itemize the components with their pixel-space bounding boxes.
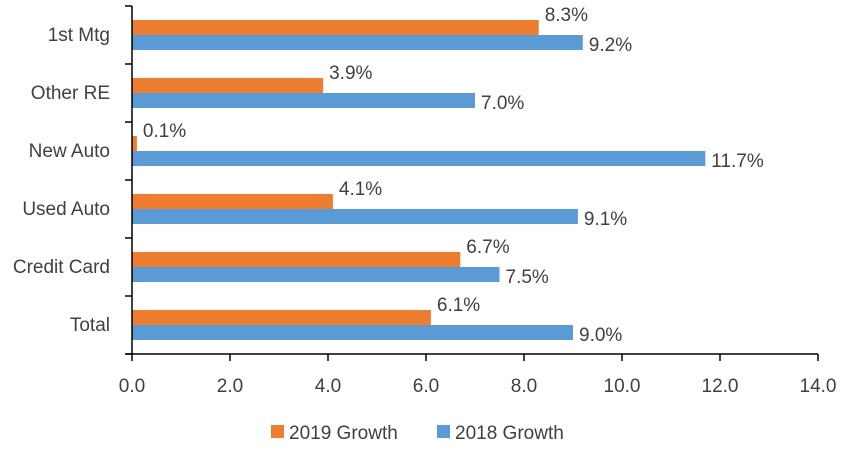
bar-2019 — [132, 310, 431, 325]
data-label: 9.2% — [589, 35, 632, 56]
bar-2018 — [132, 151, 706, 166]
x-tick-label: 6.0 — [413, 376, 439, 397]
bar-2018 — [132, 93, 475, 108]
category-label: Other RE — [31, 83, 110, 104]
category-label: New Auto — [29, 141, 110, 162]
bar-2019 — [132, 136, 137, 151]
category-label: Used Auto — [22, 199, 110, 220]
data-label: 0.1% — [143, 121, 186, 142]
data-label: 11.7% — [711, 151, 764, 172]
bar-2019 — [132, 194, 333, 209]
bar-2019 — [132, 78, 324, 93]
category-label: 1st Mtg — [48, 25, 110, 46]
data-label: 7.0% — [481, 93, 524, 114]
legend-swatch-2018 — [437, 425, 450, 438]
x-tick-label: 10.0 — [604, 376, 641, 397]
bar-2018 — [132, 35, 583, 50]
legend-label: 2018 Growth — [455, 423, 564, 444]
legend-swatch-2019 — [271, 425, 284, 438]
x-tick-label: 4.0 — [315, 376, 341, 397]
x-tick-label: 0.0 — [119, 376, 145, 397]
axes-group: 0.0 2.0 4.0 6.0 8.0 10.0 12.0 14.0 — [119, 5, 837, 397]
x-tick-label: 12.0 — [702, 376, 739, 397]
data-label: 8.3% — [545, 5, 588, 26]
bar-2018 — [132, 325, 573, 340]
data-label: 6.1% — [437, 295, 480, 316]
data-label: 4.1% — [339, 179, 382, 200]
category-label: Credit Card — [13, 257, 110, 278]
x-tick-label: 2.0 — [217, 376, 243, 397]
bar-2019 — [132, 20, 539, 35]
x-tick-label: 8.0 — [511, 376, 537, 397]
bar-2019 — [132, 252, 461, 267]
category-labels-group: 1st Mtg Other RE New Auto Used Auto Credit C… — [13, 25, 110, 336]
bars-group — [132, 20, 706, 340]
x-tick-label: 14.0 — [800, 376, 837, 397]
category-label: Total — [70, 315, 110, 336]
legend: 2019 Growth 2018 Growth — [271, 423, 564, 444]
legend-label: 2019 Growth — [289, 423, 398, 444]
data-label: 6.7% — [466, 237, 509, 258]
data-label: 9.1% — [584, 209, 627, 230]
data-labels-group: 8.3%9.2% 3.9% 7.0% 0.1% 11.7% 4.1% 9.1% 6.7% 7.5… — [143, 5, 764, 346]
bar-2018 — [132, 209, 578, 224]
data-label: 9.0% — [579, 325, 622, 346]
data-label: 3.9% — [329, 63, 372, 84]
data-label: 7.5% — [506, 267, 549, 288]
bar-2018 — [132, 267, 500, 282]
